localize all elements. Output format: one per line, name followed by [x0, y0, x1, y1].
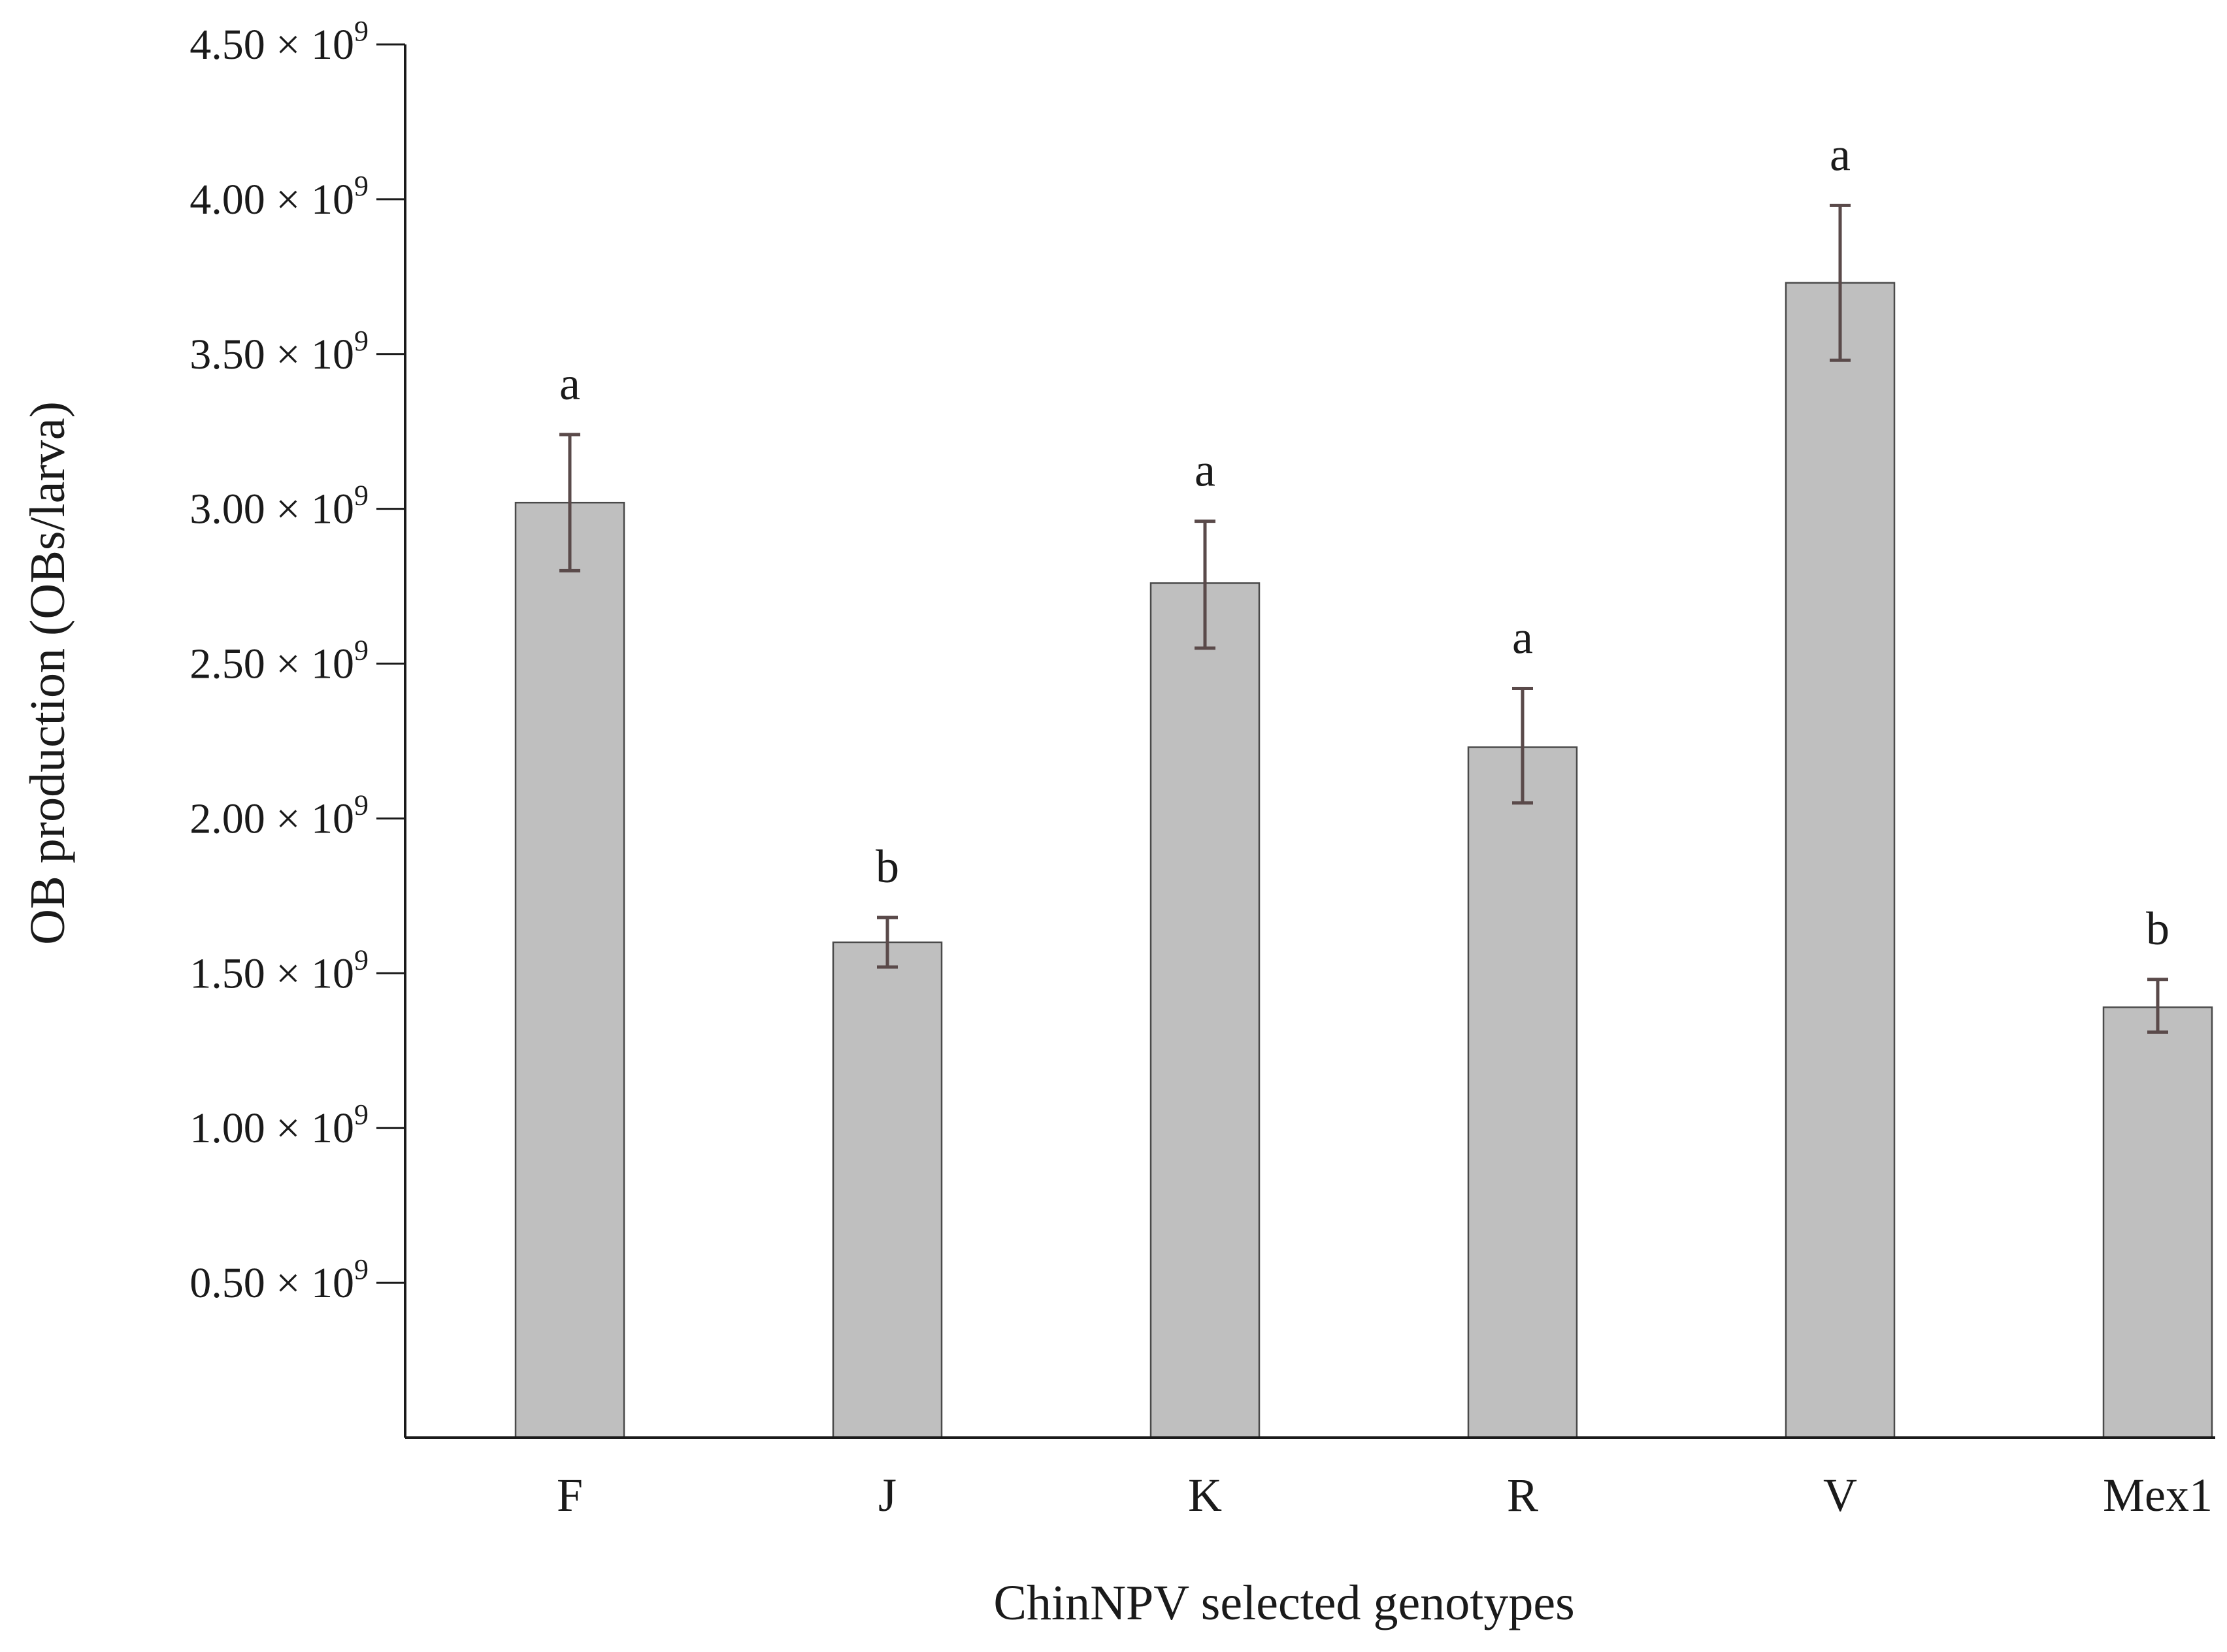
y-tick-label: 2.00 × 109 [190, 789, 369, 842]
y-tick-label: 4.00 × 109 [190, 170, 369, 223]
y-tick-label: 1.50 × 109 [190, 944, 369, 997]
bar-f [514, 501, 625, 1439]
y-axis-ticks: 0.50 × 109 1.00 × 109 1.50 × 109 2.00 × 109… [190, 15, 405, 1307]
significance-letter: a [559, 357, 580, 410]
significance-letter: a [1512, 611, 1533, 663]
x-tick-label: Mex1 [2103, 1469, 2213, 1521]
bar-mex1 [2102, 1006, 2213, 1439]
significance-letter: a [1830, 128, 1851, 180]
y-tick-label: 2.50 × 109 [190, 635, 369, 688]
bar-v [1785, 282, 1896, 1439]
y-tick-label: 3.50 × 109 [190, 325, 369, 378]
bar-j [832, 941, 943, 1439]
x-tick-label: F [557, 1469, 583, 1521]
x-axis-label: ChinNPV selected genotypes [993, 1576, 1574, 1630]
x-tick-label: V [1823, 1469, 1857, 1521]
bar-k [1149, 582, 1261, 1439]
x-tick-label: J [878, 1469, 897, 1521]
y-tick-label: 1.00 × 109 [190, 1099, 369, 1152]
significance-letter: b [876, 840, 899, 893]
y-tick-label: 3.00 × 109 [190, 480, 369, 533]
x-tick-label: R [1507, 1469, 1538, 1521]
error-bars [559, 203, 2168, 1034]
bars [514, 282, 2213, 1439]
bar-r [1467, 746, 1578, 1439]
significance-letter: a [1195, 444, 1215, 497]
y-tick-label: 0.50 × 109 [190, 1253, 369, 1307]
y-tick-label: 4.50 × 109 [190, 15, 369, 69]
x-tick-label: K [1188, 1469, 1222, 1521]
significance-letter: b [2146, 902, 2169, 955]
x-axis-tick-labels: F J K R V Mex1 [557, 1469, 2213, 1521]
y-axis-label: OB production (OBs/larva) [20, 401, 75, 945]
significance-letters: a b a a a b [559, 128, 2169, 954]
